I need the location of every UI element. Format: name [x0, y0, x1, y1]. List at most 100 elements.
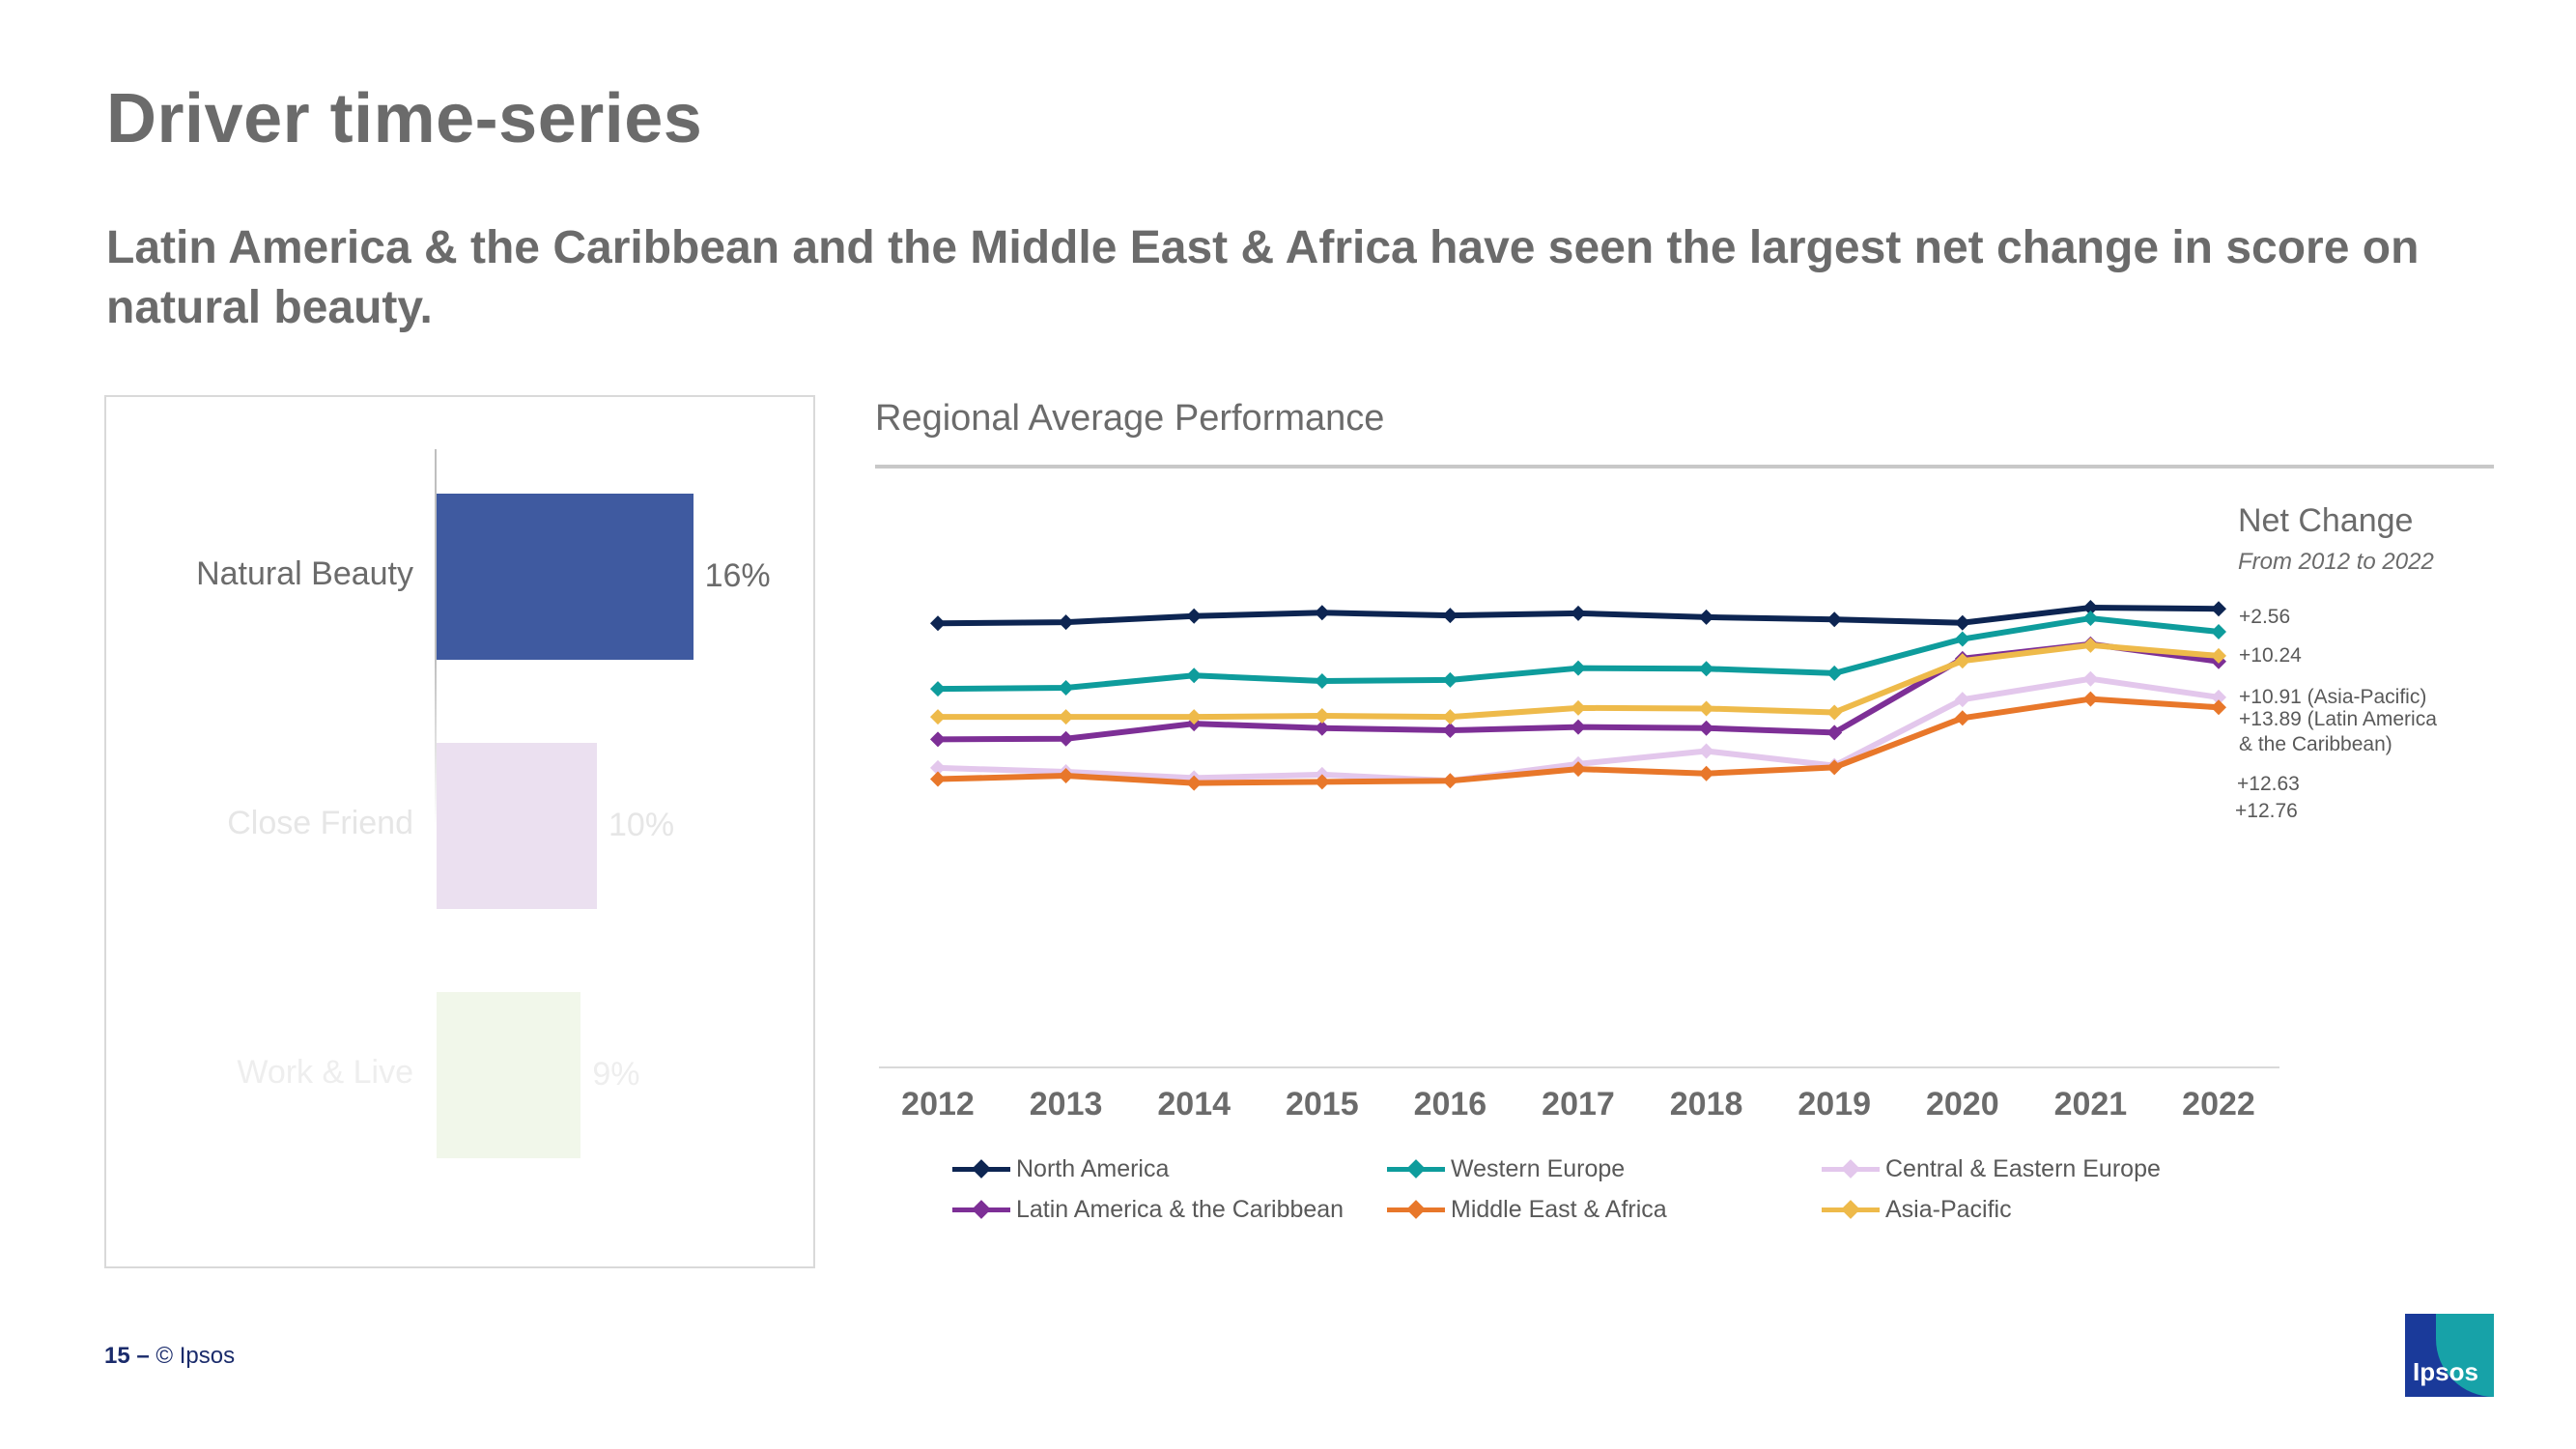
page-subtitle: Latin America & the Caribbean and the Mi… — [106, 222, 2420, 333]
data-point — [930, 615, 946, 632]
page-number: 15 — [104, 1343, 130, 1369]
data-point — [1314, 673, 1330, 690]
bar-label: Natural Beauty — [196, 555, 413, 592]
bar-value-label: 9% — [592, 1056, 640, 1093]
data-point — [1058, 768, 1074, 784]
chart-legend: North America Western Europe Central & E… — [947, 1150, 2299, 1236]
bar-value-label: 10% — [609, 807, 675, 843]
data-point — [1058, 679, 1074, 696]
data-point — [1442, 608, 1458, 624]
x-tick-label: 2019 — [1798, 1086, 1871, 1122]
net-change-label: +12.63 — [2237, 773, 2300, 795]
data-point — [1442, 709, 1458, 725]
legend-item: Middle East & Africa — [1387, 1190, 1667, 1229]
data-point — [1186, 608, 1203, 624]
net-change-label: & the Caribbean) — [2239, 733, 2392, 755]
chart-title-rule — [875, 465, 2494, 469]
data-point — [1826, 724, 1843, 741]
legend-item: Central & Eastern Europe — [1822, 1150, 2161, 1188]
legend-label: Latin America & the Caribbean — [1016, 1195, 1345, 1223]
data-point — [2211, 689, 2226, 705]
data-point — [1571, 699, 1586, 716]
data-point — [1186, 668, 1203, 684]
net-change-label: +13.89 (Latin America — [2239, 708, 2437, 730]
legend-label: Central & Eastern Europe — [1885, 1154, 2161, 1182]
data-point — [930, 759, 946, 776]
bar-label: Close Friend — [227, 805, 413, 841]
legend-item: Latin America & the Caribbean — [952, 1190, 1344, 1229]
x-tick-label: 2015 — [1286, 1086, 1359, 1122]
data-point — [2082, 600, 2099, 616]
driver-bar-panel: Natural Beauty 16% Close Friend 10% Work… — [104, 395, 815, 1268]
x-tick-label: 2016 — [1414, 1086, 1487, 1122]
data-point — [930, 771, 946, 787]
data-point — [1826, 665, 1843, 681]
x-tick-label: 2021 — [2054, 1086, 2128, 1122]
net-change-label: +10.24 — [2239, 644, 2302, 667]
data-point — [1826, 611, 1843, 628]
data-point — [1698, 661, 1714, 677]
legend-swatch — [952, 1159, 1010, 1179]
data-point — [1954, 710, 1970, 726]
data-point — [2082, 670, 2099, 687]
bar-value-label: 16% — [704, 557, 771, 594]
data-point — [1314, 605, 1330, 621]
net-change-label: +12.76 — [2235, 800, 2298, 822]
copyright: © Ipsos — [156, 1343, 236, 1369]
x-tick-label: 2014 — [1157, 1086, 1231, 1122]
x-tick-label: 2022 — [2182, 1086, 2255, 1122]
net-change-title: Net Change — [2238, 502, 2414, 539]
data-point — [1442, 723, 1458, 739]
legend-swatch — [1387, 1159, 1445, 1179]
data-point — [2082, 611, 2099, 627]
legend-label: North America — [1016, 1154, 1170, 1182]
data-point — [1954, 614, 1970, 631]
legend-label: Middle East & Africa — [1451, 1195, 1667, 1223]
legend-swatch — [952, 1200, 1010, 1219]
bar — [437, 743, 597, 909]
data-point — [1826, 759, 1843, 776]
bar-row-natural-beauty: Natural Beauty 16% — [106, 494, 817, 660]
data-point — [1314, 774, 1330, 790]
data-point — [1698, 609, 1714, 625]
data-point — [1186, 709, 1203, 725]
data-point — [1698, 720, 1714, 736]
legend-label: Western Europe — [1451, 1154, 1626, 1182]
data-point — [1954, 631, 1970, 647]
legend-item: Western Europe — [1387, 1150, 1625, 1188]
footer: 15 – © Ipsos — [104, 1343, 235, 1370]
data-point — [2211, 623, 2226, 639]
data-point — [930, 709, 946, 725]
bar — [437, 494, 694, 660]
data-point — [2082, 637, 2099, 653]
data-point — [1058, 614, 1074, 631]
data-point — [1954, 692, 1970, 708]
data-point — [930, 681, 946, 697]
data-point — [1954, 653, 1970, 669]
footer-dash: – — [136, 1343, 150, 1369]
data-point — [1698, 765, 1714, 781]
x-tick-label: 2018 — [1670, 1086, 1743, 1122]
logo-text: Ipsos — [2413, 1357, 2478, 1386]
data-point — [2211, 699, 2226, 716]
x-tick-label: 2017 — [1542, 1086, 1615, 1122]
net-change-label: +10.91 (Asia-Pacific) — [2239, 686, 2427, 708]
page-title: Driver time-series — [106, 80, 703, 157]
bar-label: Work & Live — [237, 1054, 413, 1091]
data-point — [1571, 719, 1586, 735]
x-tick-label: 2020 — [1926, 1086, 1999, 1122]
bar — [437, 992, 581, 1158]
chart-title: Regional Average Performance — [875, 398, 1385, 439]
x-tick-label: 2012 — [901, 1086, 975, 1122]
data-point — [1698, 700, 1714, 717]
ipsos-logo: Ipsos — [2405, 1314, 2494, 1397]
legend-swatch — [1822, 1200, 1880, 1219]
net-change-label: +2.56 — [2239, 606, 2291, 628]
data-point — [2211, 601, 2226, 617]
data-point — [1442, 773, 1458, 789]
legend-swatch — [1387, 1200, 1445, 1219]
bar-row-close-friend: Close Friend 10% — [106, 743, 817, 909]
data-point — [1186, 775, 1203, 791]
data-point — [1571, 605, 1586, 621]
